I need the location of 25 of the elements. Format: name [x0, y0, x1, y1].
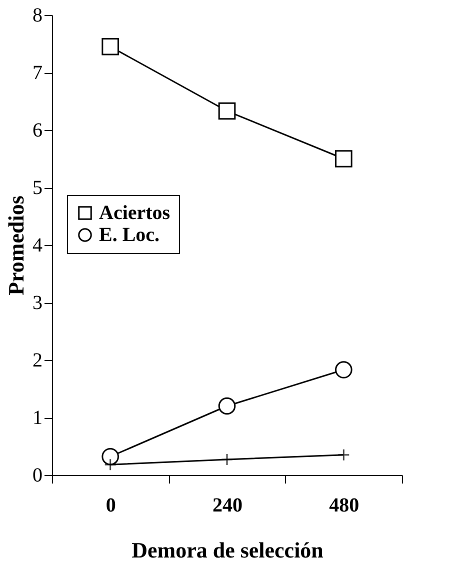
- y-tick-label: 0: [32, 464, 42, 486]
- y-tick-label: 8: [32, 4, 42, 26]
- x-tick-label: 480: [329, 494, 360, 516]
- point: [337, 448, 350, 462]
- legend-label: E. Loc.: [99, 224, 160, 246]
- y-axis-title: Promedios: [4, 195, 28, 296]
- point: [102, 38, 119, 56]
- y-tick-label: 1: [32, 407, 42, 429]
- y-tick-label: 2: [32, 350, 42, 372]
- point: [104, 458, 117, 471]
- point: [218, 102, 236, 120]
- point: [220, 453, 234, 466]
- point: [102, 448, 119, 466]
- x-tick-label: 0: [106, 494, 116, 516]
- x-axis-title: Demora de selección: [132, 538, 324, 562]
- legend-label: Aciertos: [99, 202, 170, 224]
- point: [335, 150, 352, 168]
- x-tick-label: 240: [212, 494, 242, 516]
- point: [218, 397, 236, 415]
- y-tick-label: 7: [32, 62, 42, 84]
- y-tick-label: 4: [32, 234, 42, 256]
- y-tick-label: 3: [32, 292, 42, 314]
- y-tick-label: 6: [32, 120, 42, 142]
- y-tick-label: 5: [32, 177, 42, 199]
- point: [335, 361, 352, 378]
